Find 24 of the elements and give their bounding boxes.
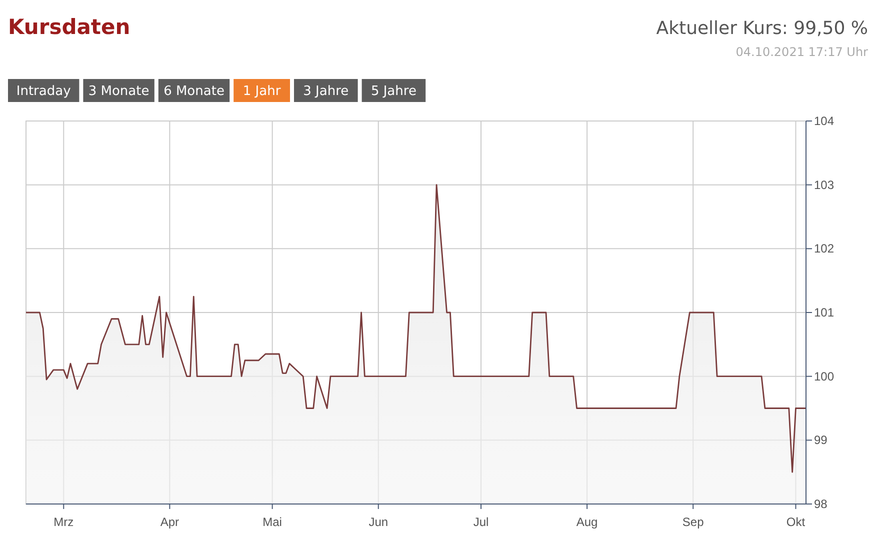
range-button: 3 Monate xyxy=(83,79,154,102)
range-button: 1 Jahr xyxy=(234,79,290,102)
y-tick-label: 99 xyxy=(814,433,828,448)
chart-title: Kursdaten xyxy=(8,15,130,39)
text: 04.10.2021 17:17 Uhr xyxy=(736,45,868,59)
y-tick-label: 98 xyxy=(814,497,828,511)
y-tick-label: 100 xyxy=(814,369,834,384)
x-tick-label: Aug xyxy=(576,515,598,529)
y-tick-label: 103 xyxy=(814,178,834,192)
y-tick-label: 104 xyxy=(814,114,834,128)
x-tick-label: Sep xyxy=(682,515,704,529)
y-tick-label: 101 xyxy=(814,306,834,320)
range-button: 5 Jahre xyxy=(362,79,426,102)
x-tick-label: Apr xyxy=(160,515,180,529)
range-button: Intraday xyxy=(8,79,80,102)
x-tick-label: Mrz xyxy=(54,515,74,529)
x-tick-label: Mai xyxy=(262,515,282,529)
range-button: 3 Jahre xyxy=(294,79,358,102)
x-tick-label: Jun xyxy=(368,515,388,529)
chart-subtitle: Aktueller Kurs: 99,50 % xyxy=(656,18,868,39)
x-tick-label: Okt xyxy=(786,515,806,529)
y-tick-label: 102 xyxy=(814,242,834,256)
range-button: 6 Monate xyxy=(158,79,230,102)
x-tick-label: Jul xyxy=(473,515,489,529)
